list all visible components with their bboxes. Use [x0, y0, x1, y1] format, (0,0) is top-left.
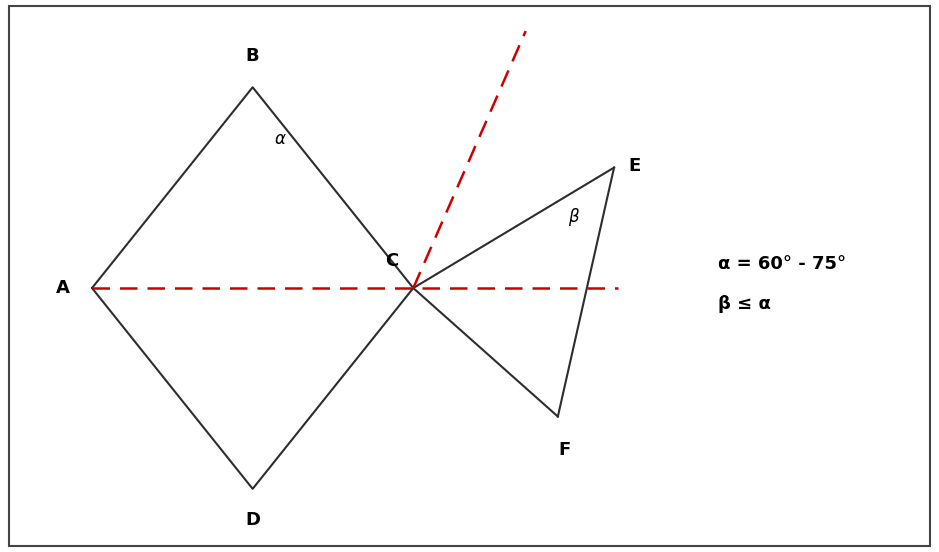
- Text: D: D: [245, 511, 260, 529]
- Text: E: E: [628, 157, 640, 175]
- Text: B: B: [246, 47, 259, 65]
- Text: A: A: [55, 279, 69, 297]
- Text: β ≤ α: β ≤ α: [718, 295, 771, 313]
- Text: F: F: [558, 440, 570, 459]
- Text: α = 60° - 75°: α = 60° - 75°: [718, 255, 847, 273]
- Text: $\beta$: $\beta$: [568, 206, 580, 229]
- Text: $\alpha$: $\alpha$: [274, 131, 287, 148]
- Text: C: C: [386, 252, 399, 270]
